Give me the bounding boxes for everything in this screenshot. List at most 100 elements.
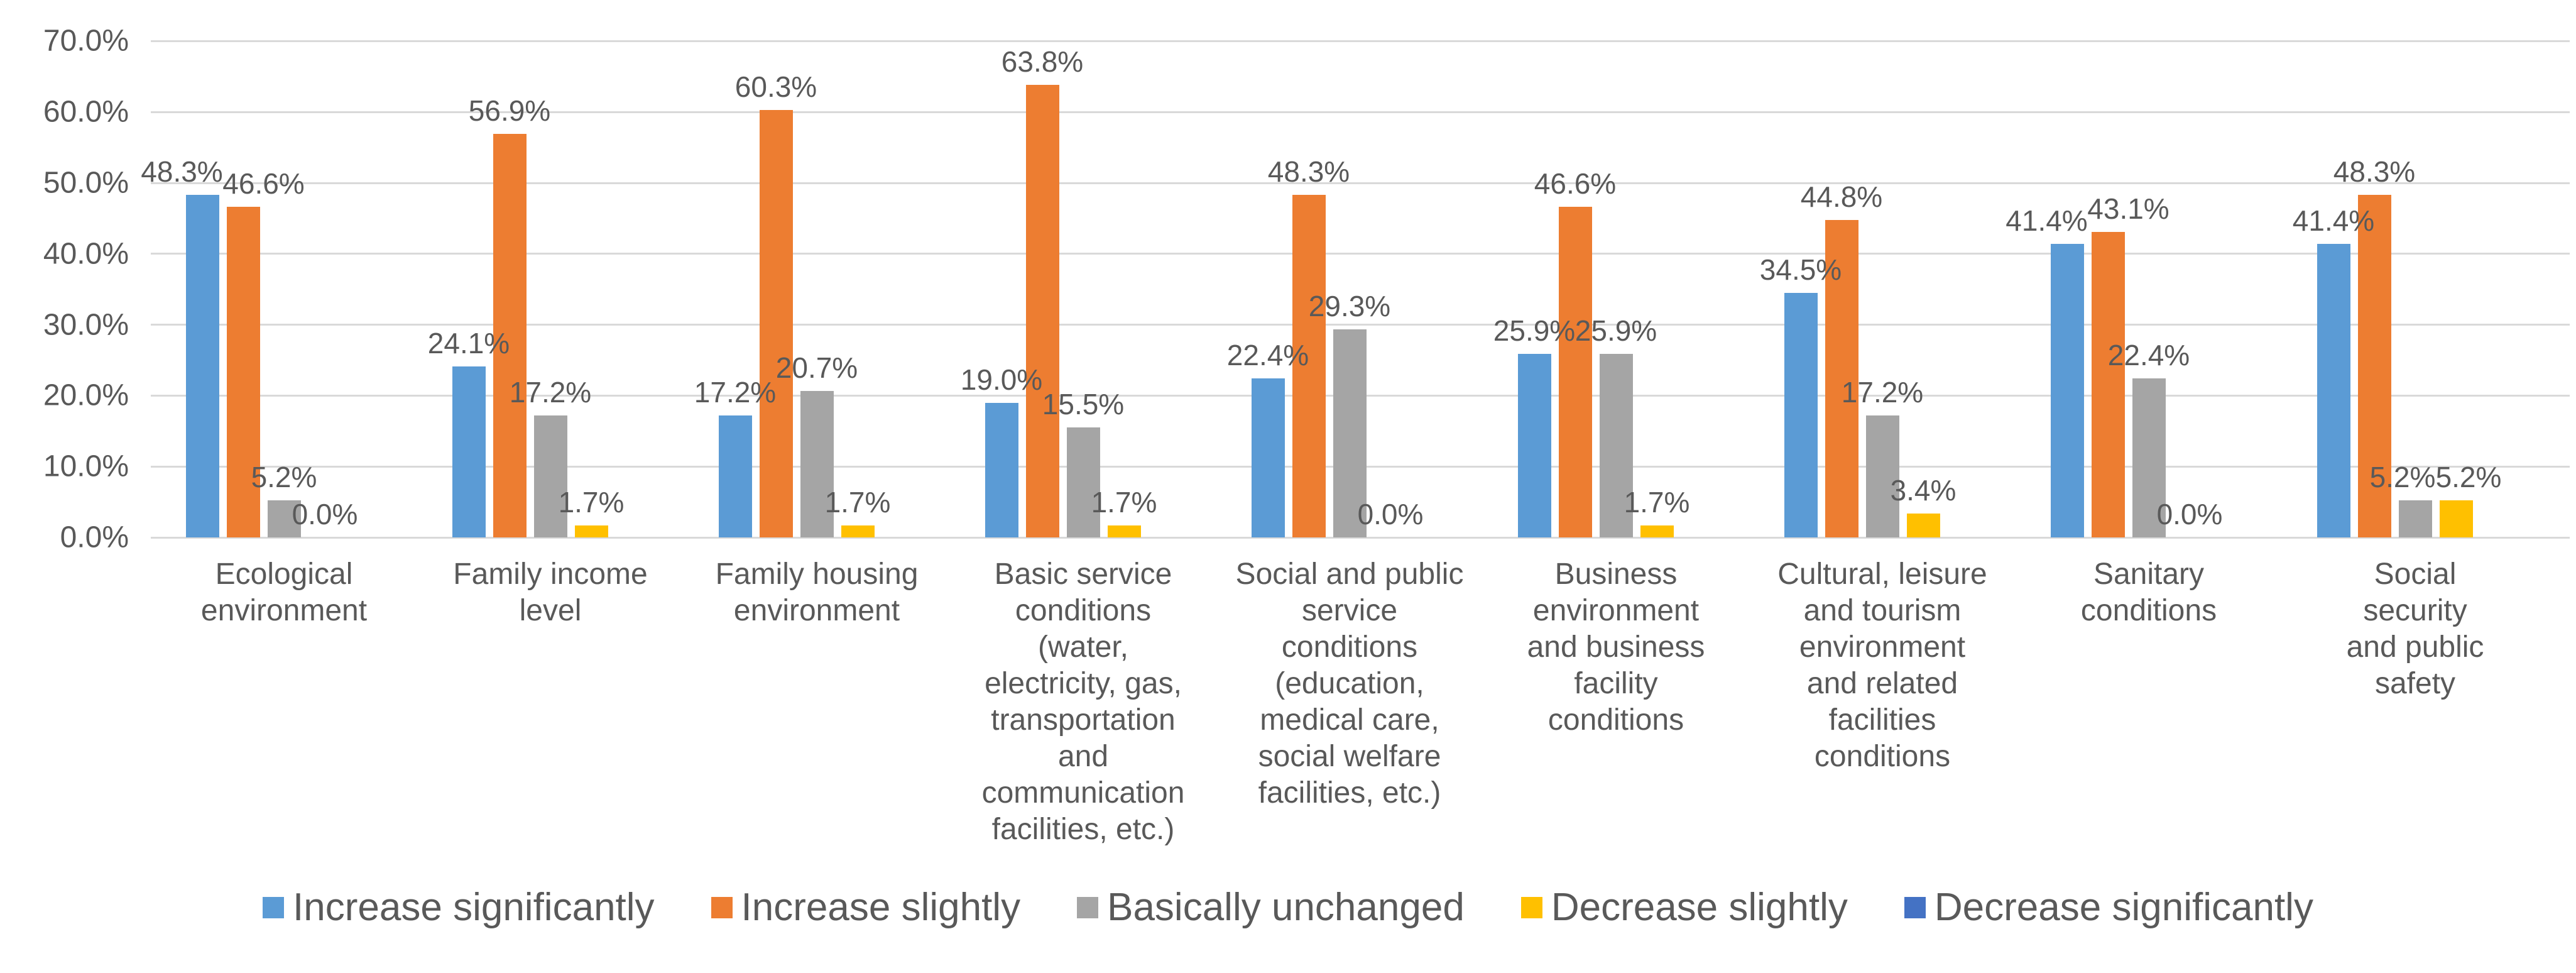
data-label: 19.0%	[960, 363, 1043, 396]
x-axis-category-label: Family housing environment	[715, 558, 919, 627]
legend-label: Decrease slightly	[1551, 886, 1848, 929]
bar	[1333, 329, 1367, 537]
bar	[1558, 207, 1592, 537]
legend-label: Increase slightly	[741, 886, 1021, 929]
data-label: 17.2%	[694, 375, 777, 409]
data-label: 0.0%	[1357, 498, 1424, 530]
bar	[985, 402, 1018, 537]
data-label: 17.2%	[1841, 375, 1924, 409]
legend-label: Basically unchanged	[1107, 886, 1465, 929]
data-label: 15.5%	[1042, 388, 1125, 421]
legend-swatch-icon	[711, 896, 733, 918]
data-label: 0.0%	[2156, 498, 2223, 530]
legend-swatch-icon	[1077, 896, 1099, 918]
bar	[533, 415, 567, 537]
bar	[1599, 353, 1633, 537]
bar	[1640, 525, 1674, 537]
bar	[1865, 415, 1899, 537]
x-axis-category-label: Ecological environment	[200, 558, 368, 627]
gridline	[151, 253, 2570, 255]
bar	[2439, 500, 2473, 537]
y-axis-tick-label: 0.0%	[60, 520, 129, 554]
legend-swatch-icon	[1520, 896, 1542, 918]
data-label: 34.5%	[1759, 253, 1842, 286]
legend-swatch-icon	[263, 896, 285, 918]
legend-item: Increase slightly	[711, 885, 1021, 930]
data-label: 43.1%	[2087, 192, 2169, 225]
data-label: 41.4%	[2006, 204, 2088, 237]
legend-label: Increase significantly	[293, 886, 655, 929]
bar	[2132, 378, 2166, 537]
legend-item: Basically unchanged	[1077, 885, 1465, 930]
data-label: 1.7%	[824, 485, 891, 519]
bar	[1251, 378, 1285, 537]
bar	[2317, 244, 2350, 537]
bar	[1292, 195, 1326, 537]
data-label: 41.4%	[2292, 204, 2375, 237]
x-axis-category-label: Cultural, leisure and tourism environmen…	[1777, 558, 1987, 773]
y-axis-tick-label: 10.0%	[43, 449, 129, 483]
data-label: 5.2%	[251, 461, 317, 494]
bar	[1784, 292, 1818, 537]
data-label: 20.7%	[775, 351, 858, 384]
y-axis-tick-label: 40.0%	[43, 237, 129, 271]
x-axis-category-label: Social security and public safety	[2346, 558, 2484, 700]
x-axis-category-label: Basic service conditions (water, electri…	[981, 558, 1185, 846]
gridline	[151, 111, 2570, 113]
bar	[718, 415, 752, 537]
legend-item: Decrease significantly	[1904, 885, 2313, 930]
y-axis-tick-label: 60.0%	[43, 95, 129, 129]
legend-item: Decrease slightly	[1520, 885, 1848, 930]
legend-label: Decrease significantly	[1934, 886, 2313, 929]
data-label: 22.4%	[1226, 339, 1309, 372]
bar	[574, 525, 608, 537]
gridline	[151, 182, 2570, 184]
legend-item: Increase significantly	[263, 885, 655, 930]
data-label: 22.4%	[2107, 339, 2190, 372]
data-label: 48.3%	[141, 155, 223, 189]
data-label: 29.3%	[1308, 290, 1391, 323]
bar	[2357, 195, 2391, 537]
data-label: 1.7%	[1624, 485, 1690, 519]
x-axis-category-label: Sanitary conditions	[2080, 558, 2217, 627]
x-axis-category-label: Family income level	[453, 558, 648, 627]
data-label: 46.6%	[1534, 167, 1617, 201]
bar	[452, 366, 486, 537]
bar	[2091, 231, 2125, 537]
bar	[2398, 500, 2432, 537]
bar	[1517, 353, 1551, 537]
data-label: 46.6%	[222, 167, 305, 201]
data-label: 17.2%	[509, 375, 592, 409]
gridline	[151, 324, 2570, 326]
data-label: 60.3%	[734, 70, 817, 103]
data-label: 0.0%	[292, 498, 358, 530]
bar	[493, 134, 527, 537]
bar	[1025, 85, 1059, 537]
data-label: 1.7%	[558, 485, 625, 519]
data-label: 5.2%	[2369, 461, 2436, 494]
x-axis-category-label: Business environment and business facili…	[1527, 558, 1705, 737]
x-axis-category-label: Social and public service conditions (ed…	[1235, 558, 1464, 810]
data-label: 25.9%	[1493, 314, 1576, 347]
bar	[1825, 219, 1858, 537]
data-label: 48.3%	[2333, 155, 2416, 189]
gridline	[151, 536, 2570, 539]
bar	[2050, 244, 2084, 537]
gridline	[151, 40, 2570, 42]
legend: Increase significantly Increase slightly B…	[0, 885, 2576, 930]
bar	[1066, 427, 1100, 537]
bar	[267, 500, 301, 537]
y-axis-tick-label: 50.0%	[43, 166, 129, 200]
y-axis-tick-label: 20.0%	[43, 378, 129, 412]
data-label: 1.7%	[1091, 485, 1157, 519]
bar	[841, 525, 875, 537]
bar	[226, 207, 260, 537]
data-label: 24.1%	[427, 327, 510, 360]
bar	[185, 195, 219, 537]
data-label: 63.8%	[1001, 45, 1084, 79]
bar	[759, 109, 793, 537]
data-label: 25.9%	[1575, 314, 1657, 347]
legend-swatch-icon	[1904, 896, 1926, 918]
y-axis-tick-label: 70.0%	[43, 24, 129, 58]
